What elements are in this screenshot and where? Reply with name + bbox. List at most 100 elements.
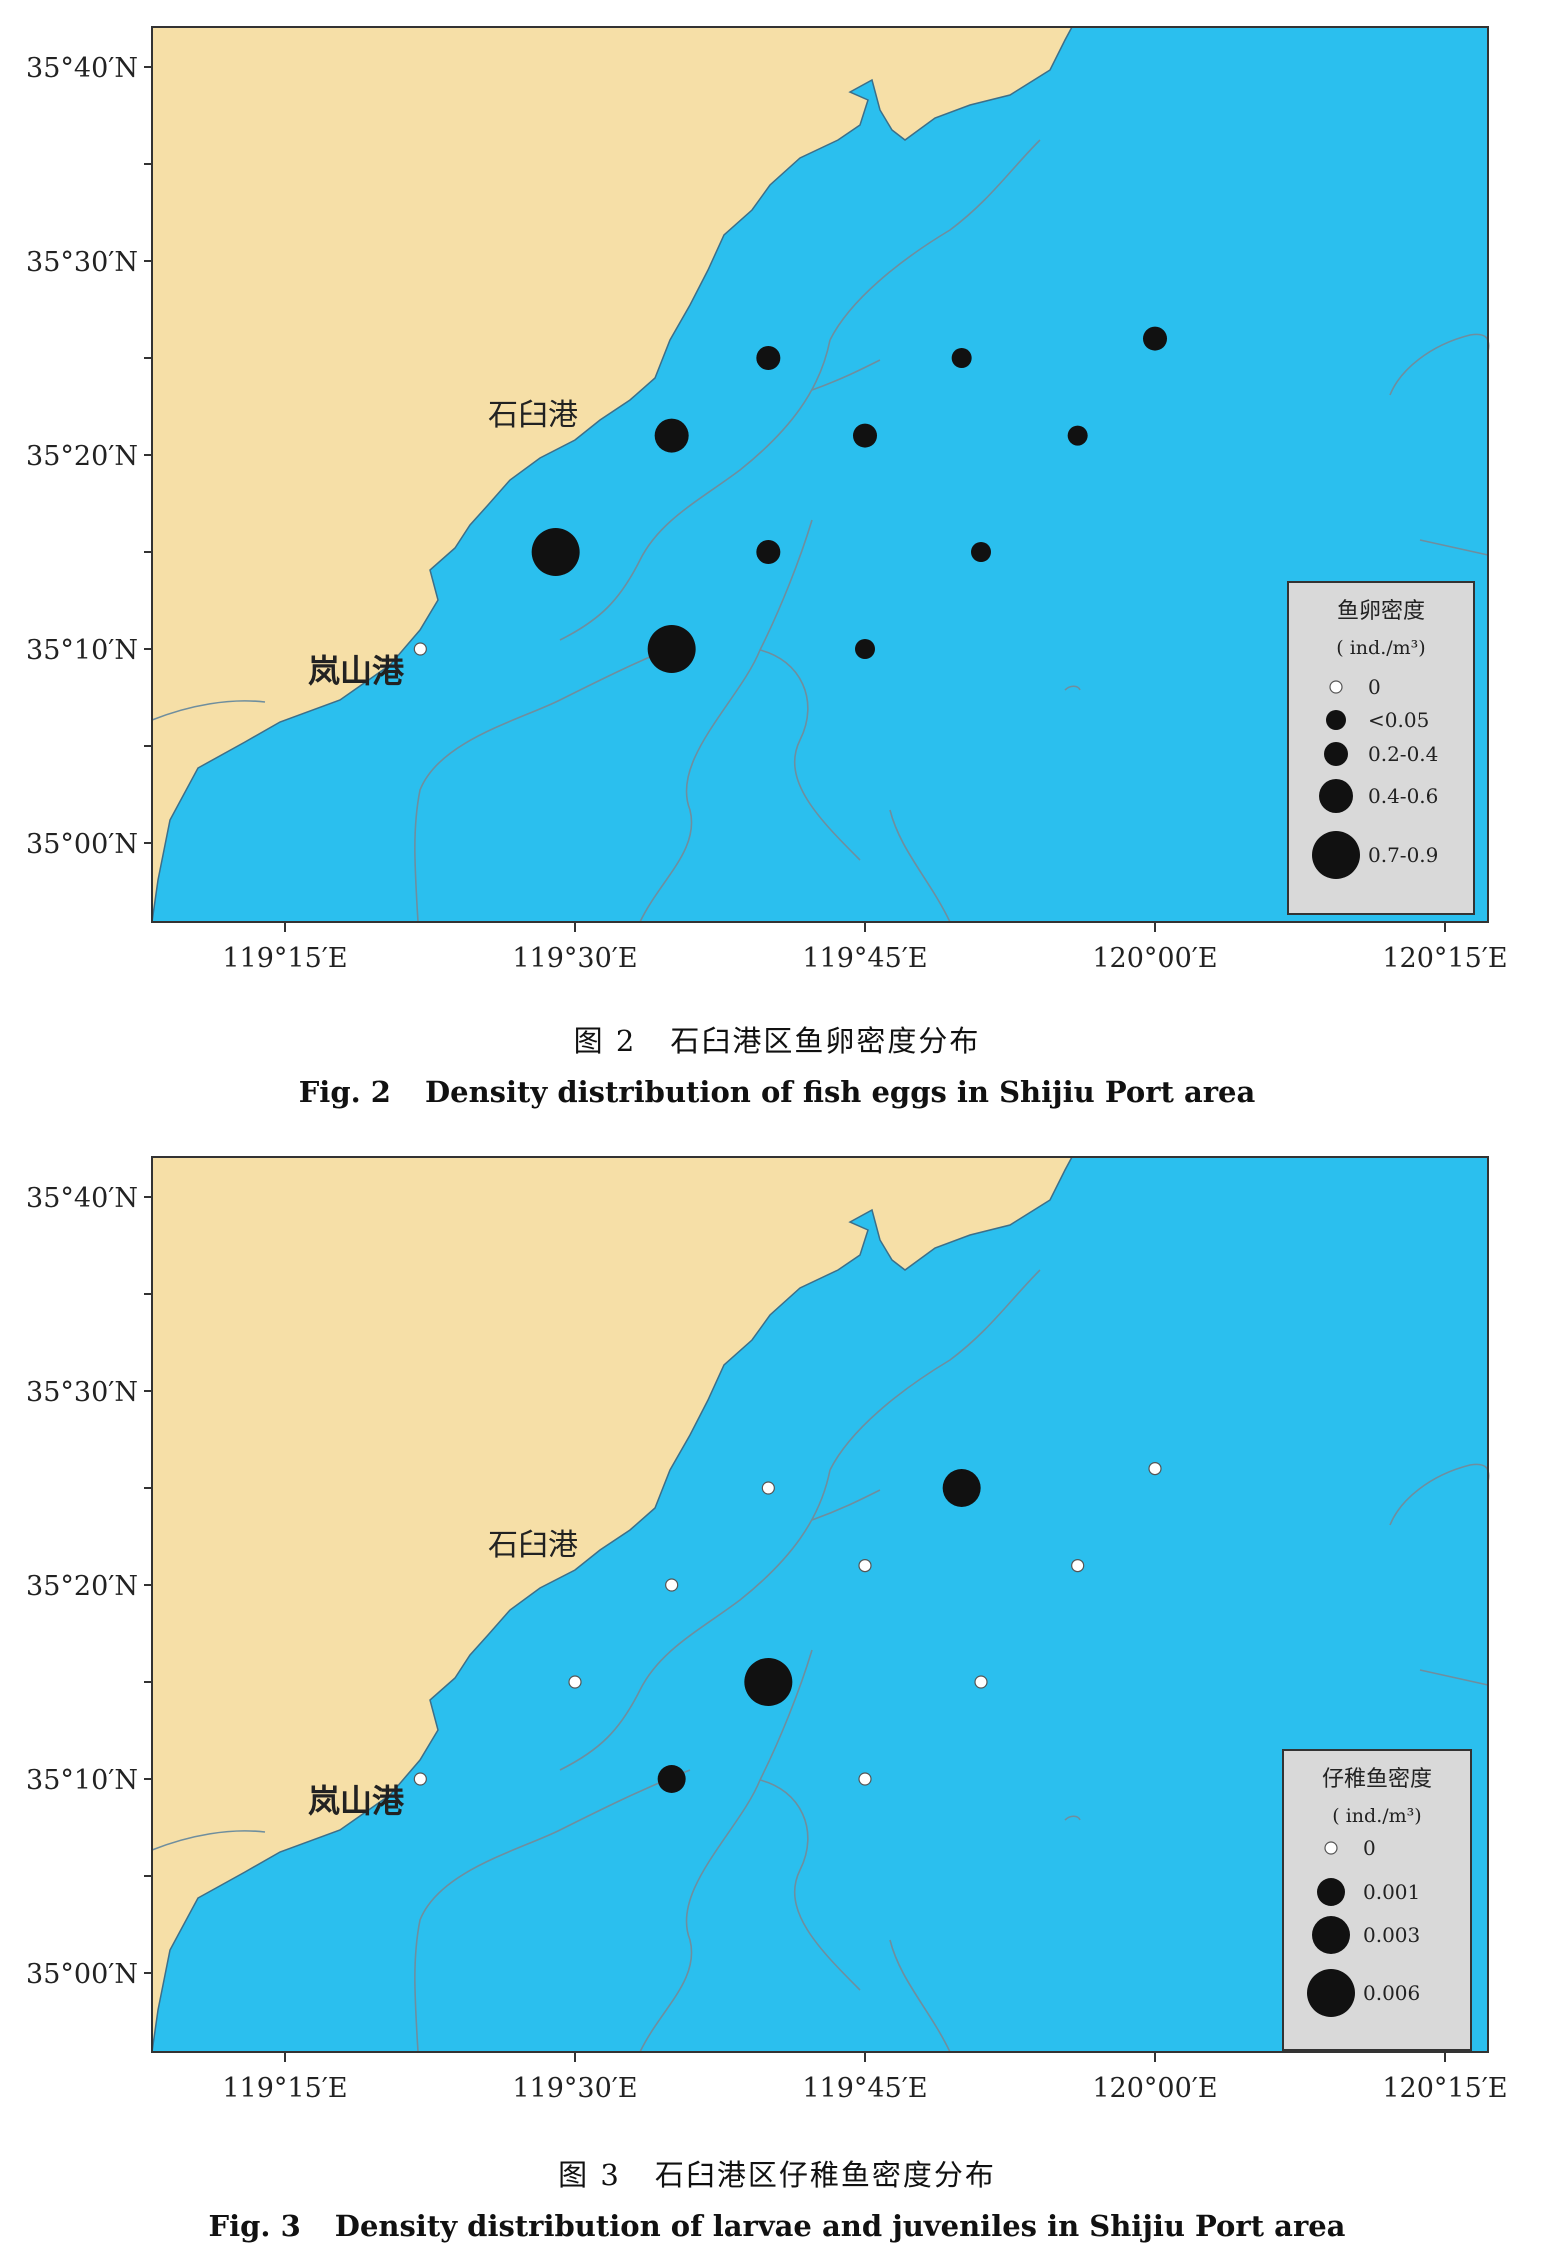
station-marker: [1067, 425, 1088, 446]
station-marker: [647, 625, 696, 673]
legend-marker: [1312, 831, 1360, 879]
isobath-line: [1064, 685, 1081, 691]
lat-label: 35°20′N: [26, 1571, 138, 1602]
place-label-lanshan: 岚山港: [308, 1782, 405, 1820]
isobath-line: [1419, 1669, 1489, 1686]
map-frame: 35°40′N 35°30′N 35°20′N 35°10′N 35°00′N 119°1…: [26, 1156, 1508, 2104]
land-area: [151, 26, 1074, 923]
figure-2-caption-cn: 图 2 石臼港区鱼卵密度分布: [0, 1018, 1554, 1060]
isobath-line: [559, 1469, 831, 1771]
figure-2-number-cn: 图 2: [573, 1024, 637, 1058]
legend-entry-label: 0.006: [1363, 1981, 1420, 2005]
isobath-line: [759, 1779, 861, 1991]
station-marker: [654, 418, 689, 453]
station-marker: [971, 542, 991, 562]
lon-label: 119°15′E: [222, 943, 347, 974]
isobath-line: [559, 339, 831, 641]
station-marker-zero: [568, 1675, 582, 1689]
isobath-line: [151, 1830, 266, 1851]
lat-label: 35°40′N: [26, 1183, 138, 1214]
station-marker: [756, 540, 781, 564]
figure-3-title-cn: 石臼港区仔稚鱼密度分布: [654, 2158, 996, 2192]
station-marker-zero: [858, 1772, 872, 1786]
map-frame: 35°40′N 35°30′N 35°20′N 35°10′N 35°00′N 119°1…: [26, 26, 1508, 974]
station-marker-zero: [974, 1675, 988, 1689]
legend-marker-zero: [1324, 1841, 1338, 1855]
station-marker-zero: [413, 642, 427, 656]
figure-2-title-en: Density distribution of fish eggs in Shi…: [424, 1075, 1256, 1109]
legend-marker: [1307, 1969, 1355, 2017]
isobath-line: [811, 359, 881, 391]
isobath-line: [889, 809, 951, 923]
isobath-line: [639, 519, 813, 923]
station-marker-zero: [665, 1578, 679, 1592]
legend-title: 鱼卵密度: [1337, 599, 1425, 624]
station-marker-zero: [1071, 1559, 1085, 1573]
legend-entry-label: <0.05: [1368, 708, 1429, 732]
lat-label: 35°40′N: [26, 53, 138, 84]
station-marker: [744, 1658, 793, 1706]
legend-marker: [1317, 1878, 1345, 1906]
legend-entry-label: 0.001: [1363, 1880, 1420, 1904]
figure-2-number-en: Fig. 2: [298, 1075, 391, 1109]
lon-label: 119°30′E: [512, 943, 637, 974]
legend-entry-label: 0.4-0.6: [1368, 784, 1438, 808]
station-marker: [942, 1469, 981, 1507]
isobath-line: [1419, 539, 1489, 556]
station-marker: [756, 346, 781, 370]
station-marker-zero: [761, 1481, 775, 1495]
lat-label: 35°00′N: [26, 829, 138, 860]
place-label-shijiu: 石臼港: [488, 398, 578, 433]
lon-label: 120°00′E: [1092, 943, 1217, 974]
isobath-line: [639, 1649, 813, 2053]
isobath-line: [151, 700, 266, 721]
isobath-line: [829, 1269, 1041, 1471]
station-marker-zero: [1148, 1462, 1162, 1476]
lon-label: 119°45′E: [802, 2073, 927, 2104]
map-figure-2: 35°40′N 35°30′N 35°20′N 35°10′N 35°00′N 119°1…: [26, 26, 1508, 974]
lon-label: 120°00′E: [1092, 2073, 1217, 2104]
legend-entry-label: 0.003: [1363, 1923, 1420, 1947]
lat-label: 35°20′N: [26, 441, 138, 472]
station-marker: [1143, 326, 1167, 351]
station-marker: [531, 528, 580, 576]
lat-label: 35°10′N: [26, 635, 138, 666]
station-marker: [853, 423, 877, 448]
isobath-line: [1064, 1815, 1081, 1821]
isobath-line: [811, 1489, 881, 1521]
lon-label: 120°15′E: [1382, 2073, 1507, 2104]
station-marker: [951, 348, 972, 368]
figure-3-caption-cn: 图 3 石臼港区仔稚鱼密度分布: [0, 2152, 1554, 2194]
lon-label: 120°15′E: [1382, 943, 1507, 974]
station-marker: [657, 1765, 686, 1793]
place-label-shijiu: 石臼港: [488, 1528, 578, 1563]
place-label-lanshan: 岚山港: [308, 652, 405, 690]
legend-marker-zero: [1329, 680, 1343, 694]
lat-label: 35°30′N: [26, 1377, 138, 1408]
station-marker-zero: [413, 1772, 427, 1786]
lat-label: 35°10′N: [26, 1765, 138, 1796]
legend-entry-label: 0: [1368, 675, 1381, 699]
map-border: [151, 1156, 1489, 2053]
station-marker: [855, 639, 875, 659]
figure-3-number-cn: 图 3: [558, 2158, 621, 2192]
legend-entry-label: 0.2-0.4: [1368, 742, 1438, 766]
legend-unit: ( ind./m³): [1336, 637, 1425, 659]
legend-entry-label: 0.7-0.9: [1368, 843, 1438, 867]
lon-label: 119°30′E: [512, 2073, 637, 2104]
land-area: [151, 1156, 1074, 2053]
lon-label: 119°15′E: [222, 2073, 347, 2104]
lat-label: 35°30′N: [26, 247, 138, 278]
figure-3-number-en: Fig. 3: [208, 2209, 301, 2243]
legend-marker: [1319, 779, 1353, 813]
isobath-line: [829, 139, 1041, 341]
isobath-line: [759, 649, 861, 861]
lat-label: 35°00′N: [26, 1959, 138, 1990]
figure-2-title-cn: 石臼港区鱼卵密度分布: [670, 1024, 981, 1058]
isobath-line: [414, 1769, 691, 2053]
legend-marker: [1324, 742, 1348, 766]
map-border: [151, 26, 1489, 923]
legend-marker: [1312, 1916, 1350, 1954]
legend-marker: [1326, 710, 1346, 730]
legend-title: 仔稚鱼密度: [1322, 1767, 1432, 1792]
